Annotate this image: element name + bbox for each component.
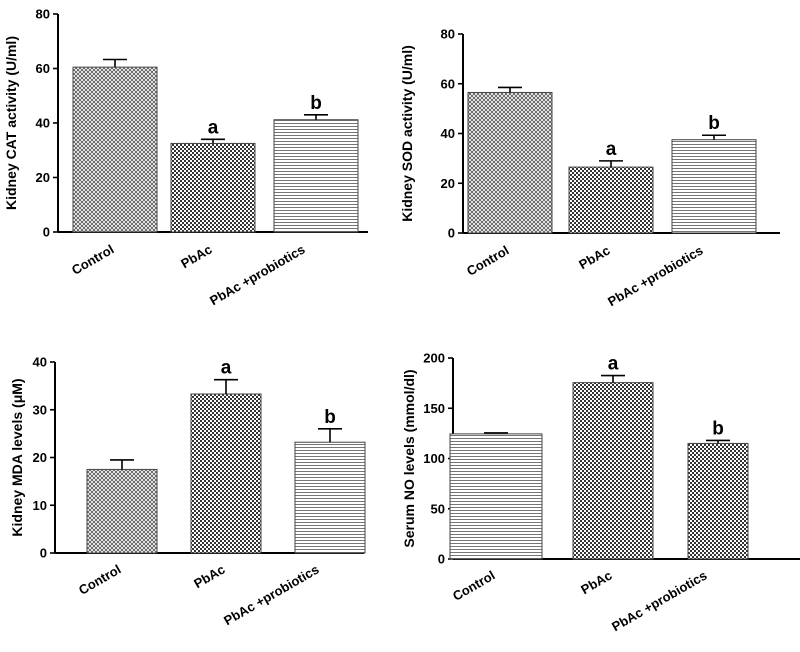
category-label: Control <box>464 243 512 279</box>
significance-letter: a <box>606 139 617 160</box>
y-tick-label: 50 <box>431 501 445 516</box>
bar-pbac-probiotics <box>687 442 749 560</box>
y-tick-label: 100 <box>423 451 445 466</box>
category-label: PbAc <box>578 568 614 598</box>
y-tick-label: 200 <box>423 351 445 366</box>
category-label: PbAc +probiotics <box>609 568 709 635</box>
significance-letter: a <box>208 117 219 138</box>
category-label: PbAc +probiotics <box>605 243 705 310</box>
y-tick-label: 150 <box>423 401 445 416</box>
y-tick-label: 40 <box>441 126 455 141</box>
bar-control <box>72 66 158 233</box>
y-axis-title: Kidney SOD activity (U/ml) <box>399 45 415 222</box>
y-axis-title: Serum NO levels (mmol/dl) <box>401 369 417 547</box>
chart-kidney-mda: 0 10 20 30 40 Kidney MDA levels (μM) Control a P… <box>9 355 366 629</box>
bar-pbac-probiotics <box>294 441 366 554</box>
chart-kidney-cat: 0 20 40 60 80 Kidney CAT activity (U/ml) Contr… <box>3 7 368 309</box>
y-tick-label: 20 <box>36 170 50 185</box>
significance-letter: b <box>310 93 322 114</box>
bar-pbac <box>170 142 256 233</box>
significance-letter: b <box>712 418 724 439</box>
bar-control <box>86 468 158 554</box>
y-tick-label: 80 <box>441 27 455 42</box>
bar-pbac-probiotics <box>273 119 359 233</box>
y-tick-label: 20 <box>33 450 47 465</box>
y-tick-label: 0 <box>43 225 50 240</box>
significance-letter: b <box>708 113 720 134</box>
category-label: PbAc <box>576 243 612 273</box>
bar-pbac-probiotics <box>671 139 757 234</box>
y-tick-label: 60 <box>441 76 455 91</box>
significance-letter: a <box>608 354 619 375</box>
category-label: PbAc +probiotics <box>221 562 321 629</box>
category-label: PbAc <box>178 242 214 272</box>
y-tick-label: 60 <box>36 61 50 76</box>
y-tick-label: 0 <box>438 552 445 567</box>
y-tick-label: 0 <box>448 226 455 241</box>
category-label: PbAc +probiotics <box>207 242 307 309</box>
bar-control <box>467 91 553 234</box>
chart-serum-no: 0 50 100 150 200 Serum NO levels (mmol/dl) Con… <box>401 351 800 635</box>
significance-letter: b <box>324 407 336 428</box>
y-tick-label: 40 <box>33 355 47 370</box>
bar-control <box>449 433 543 560</box>
y-tick-label: 30 <box>33 402 47 417</box>
y-axis-title: Kidney MDA levels (μM) <box>9 378 25 536</box>
category-label: PbAc <box>191 562 227 592</box>
bar-pbac <box>190 393 262 554</box>
y-tick-label: 0 <box>40 546 47 561</box>
y-tick-label: 20 <box>441 176 455 191</box>
y-tick-label: 80 <box>36 7 50 22</box>
bar-pbac <box>572 382 654 560</box>
y-tick-label: 10 <box>33 498 47 513</box>
category-label: Control <box>450 568 498 604</box>
category-label: Control <box>76 562 124 598</box>
y-axis-title: Kidney CAT activity (U/ml) <box>3 36 19 210</box>
significance-letter: a <box>221 358 232 379</box>
category-label: Control <box>69 242 117 278</box>
bar-pbac <box>568 166 654 234</box>
chart-kidney-sod: 0 20 40 60 80 Kidney SOD activity (U/ml) Contr… <box>399 27 780 310</box>
y-tick-label: 40 <box>36 116 50 131</box>
